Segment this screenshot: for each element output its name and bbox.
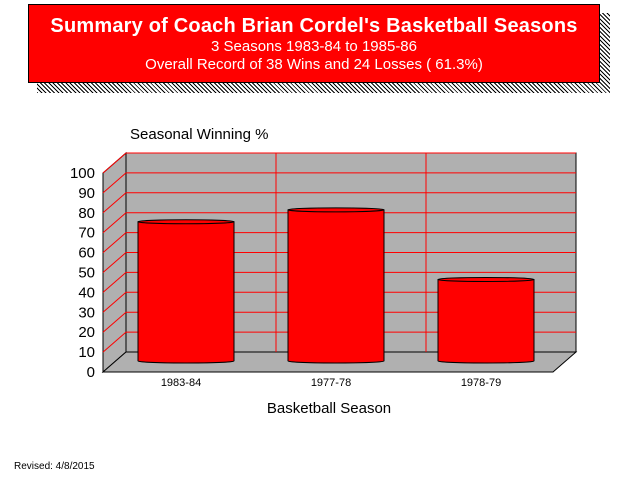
- bar-1978-79: [437, 278, 535, 364]
- y-tick-label: 100: [70, 165, 95, 182]
- bar-1983-84: [137, 221, 235, 364]
- y-tick-label: 0: [87, 364, 95, 381]
- x-tick-label: 1978-79: [461, 377, 501, 389]
- x-axis-label: Basketball Season: [267, 400, 391, 417]
- bar-top-1977-78: [287, 207, 385, 213]
- gridline-side-90: [102, 172, 127, 194]
- x-tick-label: 1983-84: [161, 377, 201, 389]
- y-tick-label: 80: [78, 205, 95, 222]
- page-subtitle-seasons: 3 Seasons 1983-84 to 1985-86: [211, 38, 417, 55]
- bar-1977-78: [287, 209, 385, 364]
- y-tick-label: 40: [78, 284, 95, 301]
- chart-title: Seasonal Winning %: [130, 126, 268, 143]
- y-tick-label: 20: [78, 324, 95, 341]
- gridline-side-80: [102, 192, 127, 214]
- y-tick-label: 10: [78, 344, 95, 361]
- x-tick-label: 1977-78: [311, 377, 351, 389]
- y-tick-label: 70: [78, 225, 95, 242]
- revised-date: Revised: 4/8/2015: [14, 461, 95, 472]
- y-tick-label: 60: [78, 245, 95, 262]
- gridline-side-60: [102, 232, 127, 253]
- gridline-side-30: [102, 291, 127, 313]
- title-banner: Summary of Coach Brian Cordel's Basketba…: [28, 4, 600, 83]
- gridline-side-10: [102, 331, 127, 353]
- bar-top-1983-84: [137, 219, 235, 225]
- y-tick-label: 50: [78, 265, 95, 282]
- y-tick-label: 90: [78, 185, 95, 202]
- gridline-side-50: [102, 252, 127, 273]
- bar-top-1978-79: [437, 276, 535, 282]
- gridline-side-40: [102, 272, 127, 293]
- gridline-side-70: [102, 212, 127, 234]
- page-subtitle-record: Overall Record of 38 Wins and 24 Losses …: [145, 56, 483, 73]
- page-title: Summary of Coach Brian Cordel's Basketba…: [50, 15, 578, 37]
- gridline-side-100: [102, 152, 127, 174]
- y-tick-label: 30: [78, 304, 95, 321]
- gridline-side-20: [102, 311, 127, 333]
